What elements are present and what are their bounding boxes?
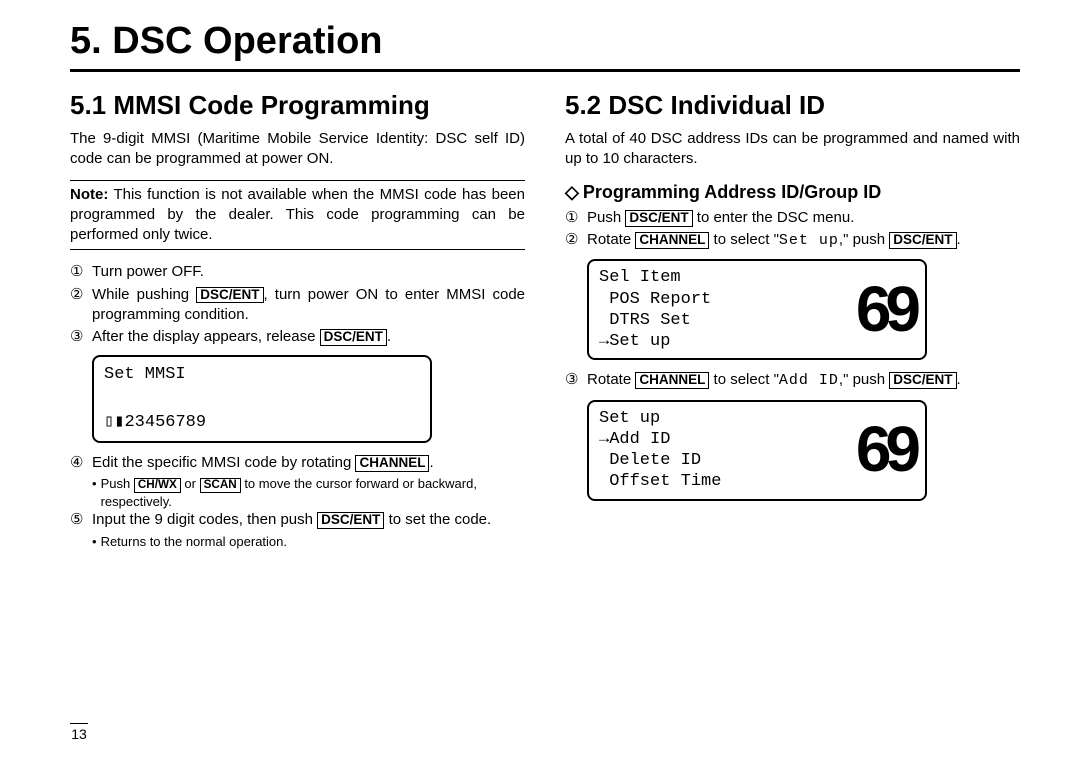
lcd-mmsi-line1: Set MMSI: [104, 365, 186, 384]
note-label: Note:: [70, 186, 108, 203]
lcd-set-up-text: Set up →Add ID Delete ID Offset Time: [599, 408, 856, 493]
dsc-ent-button: DSC/ENT: [320, 329, 387, 346]
lcd-set-up: Set up →Add ID Delete ID Offset Time 69: [587, 400, 927, 501]
rstep-3: ③ Rotate CHANNEL to select "Add ID," pus…: [565, 370, 1020, 391]
rstep-3-d: .: [957, 371, 961, 388]
dsc-ent-button: DSC/ENT: [196, 287, 263, 304]
rstep-1: ① Push DSC/ENT to enter the DSC menu.: [565, 208, 1020, 228]
lcd-sel-item-big: 69: [856, 281, 915, 339]
rstep-3-a: Rotate: [587, 371, 635, 388]
rstep-3-num: ③: [565, 370, 587, 391]
step-4-sub-b: or: [181, 476, 200, 491]
chwx-button: CH/WX: [134, 478, 181, 493]
lcd-set-up-big: 69: [856, 421, 915, 479]
channel-button: CHANNEL: [635, 232, 709, 249]
rstep-1-a: Push: [587, 209, 625, 226]
step-3-a: After the display appears, release: [92, 328, 320, 345]
step-5: ⑤ Input the 9 digit codes, then push DSC…: [70, 510, 525, 530]
step-4: ④ Edit the specific MMSI code by rotatin…: [70, 453, 525, 473]
step-1-text: Turn power OFF.: [92, 262, 525, 282]
rstep-1-num: ①: [565, 208, 587, 228]
step-2: ② While pushing DSC/ENT, turn power ON t…: [70, 285, 525, 326]
lcd-sel-item-text: Sel Item POS Report DTRS Set →Set up: [599, 267, 856, 352]
rstep-3-b: to select ": [709, 371, 779, 388]
rstep-2: ② Rotate CHANNEL to select "Set up," pus…: [565, 230, 1020, 251]
step-4-sub: Push CH/WX or SCAN to move the cursor fo…: [92, 475, 525, 510]
section-5-1-heading: 5.1 MMSI Code Programming: [70, 88, 525, 123]
scan-button: SCAN: [200, 478, 241, 493]
step-1-num: ①: [70, 262, 92, 282]
dsc-ent-button: DSC/ENT: [889, 372, 956, 389]
step-4-num: ④: [70, 453, 92, 473]
note-box: Note: This function is not available whe…: [70, 180, 525, 251]
page-title: 5. DSC Operation: [70, 20, 1020, 72]
left-column: 5.1 MMSI Code Programming The 9-digit MM…: [70, 88, 525, 742]
subsection-heading: ◇Programming Address ID/Group ID: [565, 180, 1020, 204]
step-5-a: Input the 9 digit codes, then push: [92, 511, 317, 528]
rstep-2-num: ②: [565, 230, 587, 251]
channel-button: CHANNEL: [355, 455, 429, 472]
step-5-sub-text: Returns to the normal operation.: [101, 533, 287, 551]
rstep-3-addid: Add ID: [779, 372, 839, 389]
rstep-2-c: ," push: [839, 231, 889, 248]
dsc-ent-button: DSC/ENT: [317, 512, 384, 529]
step-4-sub-a: Push: [101, 476, 134, 491]
step-4-b: .: [429, 454, 433, 471]
lcd-sel-item: Sel Item POS Report DTRS Set →Set up 69: [587, 259, 927, 360]
subsection-heading-text: Programming Address ID/Group ID: [583, 182, 881, 202]
rstep-1-b: to enter the DSC menu.: [693, 209, 855, 226]
diamond-icon: ◇: [565, 180, 579, 204]
step-5-num: ⑤: [70, 510, 92, 530]
step-1: ① Turn power OFF.: [70, 262, 525, 282]
dsc-ent-button: DSC/ENT: [625, 210, 692, 227]
lcd-mmsi-line3: ▯▮23456789: [104, 413, 206, 432]
step-4-a: Edit the specific MMSI code by rotating: [92, 454, 355, 471]
channel-button: CHANNEL: [635, 372, 709, 389]
rstep-2-a: Rotate: [587, 231, 635, 248]
note-text: This function is not available when the …: [70, 186, 525, 244]
section-5-1-intro: The 9-digit MMSI (Maritime Mobile Servic…: [70, 129, 525, 170]
rstep-2-d: .: [957, 231, 961, 248]
lcd-set-mmsi: Set MMSI ▯▮23456789: [92, 355, 432, 442]
step-2-a: While pushing: [92, 286, 196, 303]
step-3-b: .: [387, 328, 391, 345]
section-5-2-intro: A total of 40 DSC address IDs can be pro…: [565, 129, 1020, 170]
rstep-2-setup: Set up: [779, 232, 839, 249]
step-2-num: ②: [70, 285, 92, 326]
dsc-ent-button: DSC/ENT: [889, 232, 956, 249]
page-number: 13: [70, 723, 88, 742]
step-5-b: to set the code.: [384, 511, 491, 528]
step-5-sub: Returns to the normal operation.: [92, 533, 525, 551]
rstep-3-c: ," push: [839, 371, 889, 388]
section-5-2-heading: 5.2 DSC Individual ID: [565, 88, 1020, 123]
rstep-2-b: to select ": [709, 231, 779, 248]
right-column: 5.2 DSC Individual ID A total of 40 DSC …: [565, 88, 1020, 742]
step-3-num: ③: [70, 327, 92, 347]
step-3: ③ After the display appears, release DSC…: [70, 327, 525, 347]
